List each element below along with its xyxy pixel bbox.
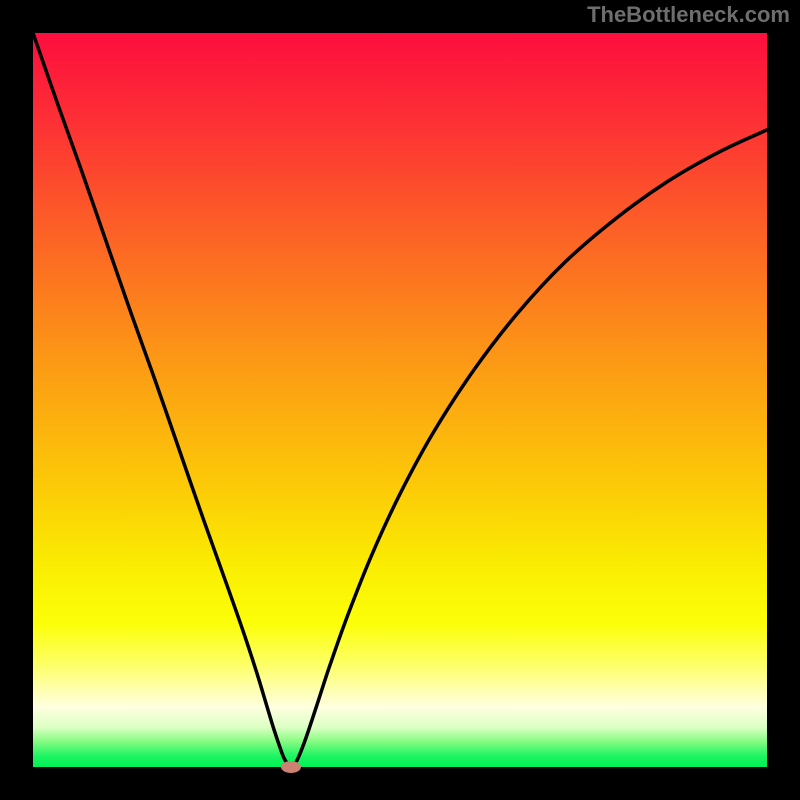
watermark-text: TheBottleneck.com: [587, 2, 790, 28]
chart-frame: TheBottleneck.com: [0, 0, 800, 800]
minimum-marker: [281, 761, 301, 773]
plot-area: [33, 33, 767, 767]
bottleneck-curve: [33, 33, 767, 767]
